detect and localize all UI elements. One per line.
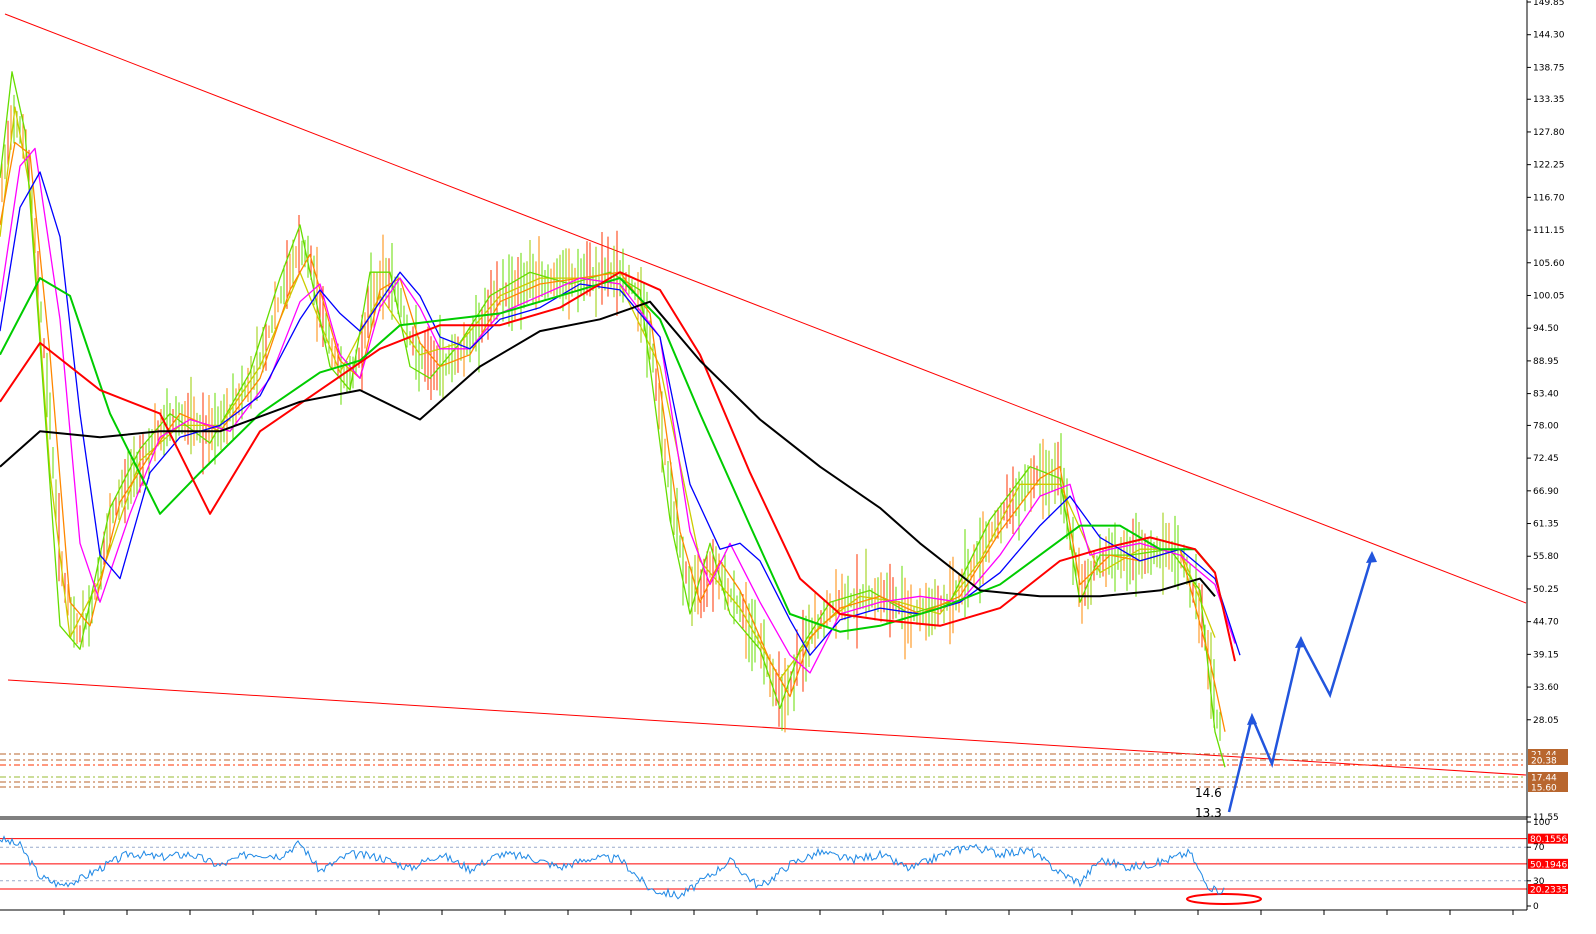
- price-tag-box: [1528, 749, 1568, 759]
- price-tick-label: 144.30: [1533, 31, 1565, 41]
- price-tick-label: 133.35: [1533, 95, 1565, 105]
- price-tick-label: 149.85: [1533, 0, 1565, 8]
- price-tick-label: 55.80: [1533, 552, 1559, 562]
- projection-arrowhead-3: [1366, 551, 1377, 563]
- price-tick-label: 66.90: [1533, 487, 1559, 497]
- oscillator-level-tag-label: 80.1556: [1530, 835, 1567, 845]
- series-line-ma_blue: [0, 171, 1241, 656]
- price-panel: 149.85 144.30 138.75 133.35 127.80 122.25 116.…: [0, 0, 1568, 823]
- oscillator-line: [0, 835, 1225, 900]
- price-tick-label: 122.25: [1533, 161, 1565, 171]
- oscillator-level-tag-label: 50.1946: [1530, 860, 1567, 870]
- annotation-label-2: 13.3: [1195, 806, 1222, 820]
- price-tick-label: 33.60: [1533, 683, 1559, 693]
- oscillator-level-tag-box: [1528, 833, 1568, 844]
- oscillator-panel: 80.1556 50.1946 20.2335 100 70 30 0: [0, 818, 1568, 912]
- oscillator-tick-label: 0: [1533, 902, 1539, 912]
- price-tick-label: 127.80: [1533, 128, 1565, 138]
- oscillator-level-tag-box: [1528, 858, 1568, 869]
- price-tick-label: 61.35: [1533, 520, 1559, 530]
- price-tick-label: 138.75: [1533, 63, 1565, 73]
- price-tick-label: 78.00: [1533, 421, 1559, 431]
- oscillator-tick-label: 100: [1533, 818, 1550, 828]
- oscillator-level-tag-box: [1528, 884, 1568, 895]
- price-tick-label: 72.45: [1533, 454, 1559, 464]
- oscillator-highlight-ellipse: [1186, 893, 1262, 905]
- price-tick-label: 100.05: [1533, 291, 1565, 301]
- series-line-ma_magenta: [0, 147, 1236, 674]
- price-tick-label: 50.25: [1533, 585, 1559, 595]
- price-tick-label: 83.40: [1533, 390, 1559, 400]
- price-tag-box: [1528, 772, 1568, 782]
- price-tick-label: 88.95: [1533, 357, 1559, 367]
- projection-arrowhead-1: [1247, 713, 1257, 725]
- oscillator-tick-label: 30: [1533, 877, 1545, 887]
- upper-trendline: [4, 13, 1527, 604]
- price-tag-box: [1528, 782, 1568, 792]
- price-tick-label: 39.15: [1533, 650, 1559, 660]
- price-tick-label: 116.70: [1533, 193, 1565, 203]
- series-line-ma_yellow: [0, 106, 1216, 680]
- price-tick-label: 11.55: [1533, 813, 1559, 823]
- projection-arrowhead-2: [1295, 636, 1306, 648]
- price-tick-label: 28.05: [1533, 716, 1559, 726]
- time-axis-ticks: [63, 910, 1514, 915]
- projection-path: [1227, 555, 1374, 813]
- series-line-ma_green: [0, 277, 1216, 633]
- series-line-ma_red: [0, 271, 1236, 662]
- price-tick-label: 111.15: [1533, 226, 1565, 236]
- price-tag-label: 17.44: [1531, 774, 1557, 784]
- price-tag-label: 15.60: [1531, 784, 1557, 794]
- oscillator-level-tag-label: 20.2335: [1530, 886, 1567, 896]
- series-line-ma_black: [0, 300, 1216, 598]
- price-tick-label: 44.70: [1533, 618, 1559, 628]
- price-tick-label: 105.60: [1533, 259, 1565, 269]
- annotation-label-1: 14.6: [1195, 786, 1222, 800]
- price-tag-box: [1528, 755, 1568, 765]
- price-tag-label: 20.38: [1531, 757, 1557, 767]
- price-tick-label: 94.50: [1533, 324, 1559, 334]
- oscillator-tick-label: 70: [1533, 843, 1545, 853]
